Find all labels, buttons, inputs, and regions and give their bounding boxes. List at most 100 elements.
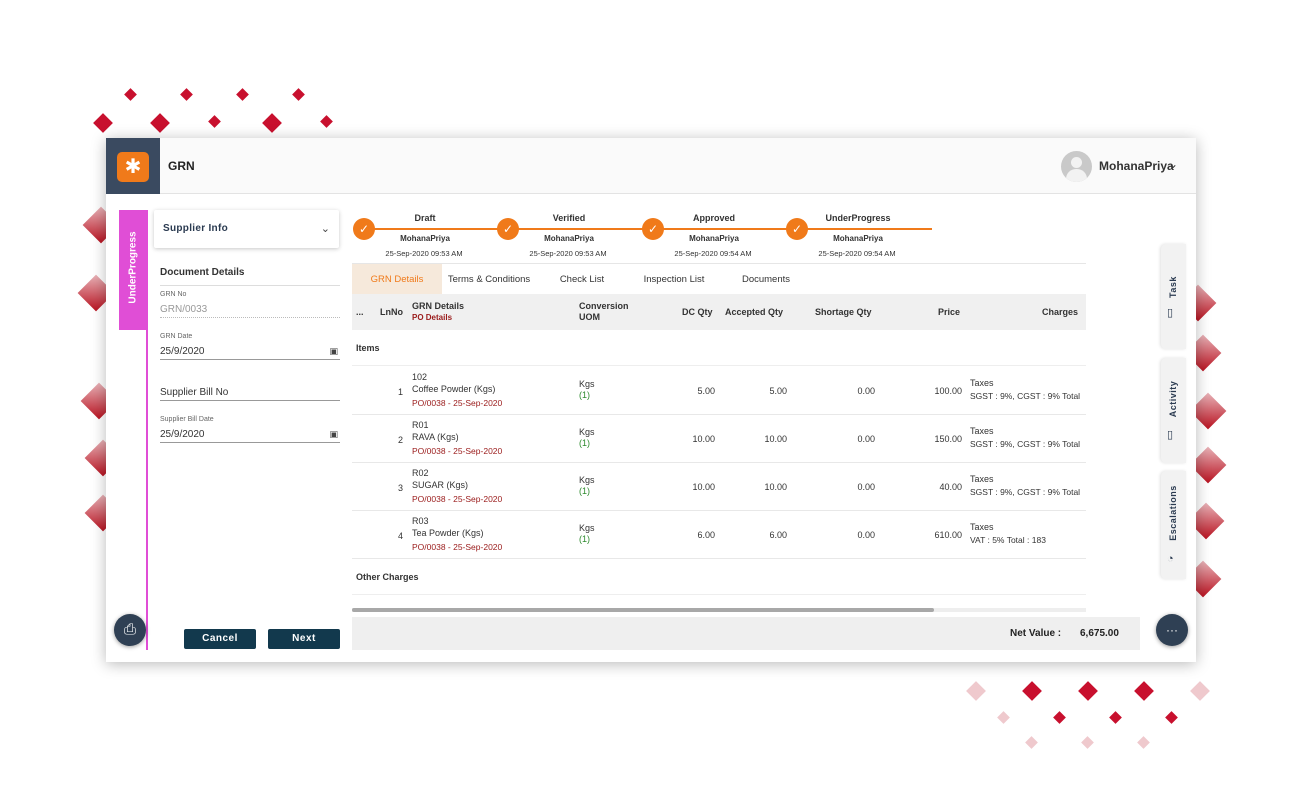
table-row[interactable]: 1 102 Coffee Powder (Kgs) PO/0038 - 25-S… — [352, 367, 1086, 415]
supplier-bill-date-value: 25/9/2020 — [160, 429, 205, 440]
dc-qty-column-header: DC Qty — [682, 307, 713, 317]
chevron-down-icon[interactable]: ⌄ — [320, 223, 330, 235]
step-draft-time: 25-Sep-2020 09:53 AM — [385, 249, 463, 258]
row-price: 40.00 — [939, 482, 962, 492]
tab-check-list[interactable]: Check List — [559, 274, 605, 285]
row-po-details[interactable]: PO/0038 - 25-Sep-2020 — [412, 446, 503, 456]
row-charges-title: Taxes — [970, 426, 994, 436]
side-tab-activity[interactable]: Activity ▯ — [1161, 358, 1186, 463]
more-column-header[interactable]: ... — [356, 307, 364, 317]
step-underprogress-check-icon: ✓ — [786, 218, 808, 240]
step-approved-check-icon: ✓ — [642, 218, 664, 240]
row-charges-detail: SGST : 9%, CGST : 9% Total — [970, 391, 1081, 401]
calendar-icon[interactable]: ▣ — [329, 429, 338, 439]
avatar[interactable] — [1061, 151, 1092, 182]
next-button[interactable]: Next — [268, 629, 340, 649]
scrollbar-thumb[interactable] — [352, 608, 934, 612]
grn-date-label: GRN Date — [160, 333, 193, 340]
step-verified-check-icon: ✓ — [497, 218, 519, 240]
step-approved-user: MohanaPriya — [689, 234, 739, 243]
step-verified-user: MohanaPriya — [544, 234, 594, 243]
table-row[interactable]: 4 R03 Tea Powder (Kgs) PO/0038 - 25-Sep-… — [352, 511, 1086, 559]
row-conversion: (1) — [579, 438, 590, 448]
row-shortage-qty: 0.00 — [857, 386, 875, 396]
row-charges-detail: SGST : 9%, CGST : 9% Total — [970, 487, 1081, 497]
step-approved-time: 25-Sep-2020 09:54 AM — [674, 249, 752, 258]
row-uom: Kgs — [579, 475, 595, 485]
table-row[interactable]: 3 R02 SUGAR (Kgs) PO/0038 - 25-Sep-2020 … — [352, 463, 1086, 511]
row-lnno: 3 — [398, 483, 404, 493]
row-po-details[interactable]: PO/0038 - 25-Sep-2020 — [412, 542, 503, 552]
side-tab-escalations[interactable]: Escalations ◔ — [1161, 471, 1186, 579]
tab-terms-conditions[interactable]: Terms & Conditions — [447, 274, 531, 285]
row-accepted-qty: 10.00 — [764, 482, 787, 492]
table-row[interactable]: 2 R01 RAVA (Kgs) PO/0038 - 25-Sep-2020 K… — [352, 415, 1086, 463]
step-verified-name: Verified — [552, 213, 586, 223]
uom-column-header: UOM — [579, 312, 600, 322]
row-item-name: Tea Powder (Kgs) — [412, 528, 484, 538]
step-draft-check-icon: ✓ — [353, 218, 375, 240]
row-uom: Kgs — [579, 523, 595, 533]
tab-documents[interactable]: Documents — [741, 274, 791, 285]
tab-grn-details[interactable]: GRN Details — [352, 264, 442, 295]
side-tab-activity-label: Activity — [1168, 380, 1178, 418]
po-details-column-header: PO Details — [412, 313, 453, 322]
chevron-down-icon[interactable]: ⌄ — [1168, 157, 1179, 171]
calendar-icon[interactable]: ▣ — [329, 346, 338, 356]
grn-no-value: GRN/0033 — [160, 304, 208, 315]
step-underprogress-user: MohanaPriya — [833, 234, 883, 243]
net-value-amount: 6,675.00 — [1080, 628, 1119, 639]
grn-items-table: ... LnNo GRN Details PO Details Conversi… — [352, 294, 1086, 614]
row-conversion: (1) — [579, 486, 590, 496]
user-name[interactable]: MohanaPriya — [1099, 159, 1174, 173]
step-draft-user: MohanaPriya — [400, 234, 450, 243]
row-charges-title: Taxes — [970, 474, 994, 484]
divider — [160, 285, 340, 286]
row-uom: Kgs — [579, 379, 595, 389]
row-lnno: 2 — [398, 435, 404, 445]
logo-box[interactable]: ✱ — [106, 138, 160, 194]
supplier-info-accordion[interactable]: Supplier Info ⌄ — [154, 210, 339, 248]
row-dc-qty: 5.00 — [697, 386, 715, 396]
table-header: ... LnNo GRN Details PO Details Conversi… — [352, 294, 1086, 330]
supplier-bill-date-label: Supplier Bill Date — [160, 416, 214, 423]
step-approved-name: Approved — [692, 213, 735, 223]
tab-inspection-list[interactable]: Inspection List — [643, 274, 705, 285]
conversion-column-header: Conversion — [579, 301, 629, 311]
supplier-bill-no-field[interactable]: Supplier Bill No — [160, 387, 340, 401]
other-charges-group-row: Other Charges — [352, 559, 1086, 595]
net-value-label: Net Value : — [1010, 628, 1062, 639]
grn-no-label: GRN No — [160, 291, 187, 298]
chat-icon[interactable]: ··· — [1156, 614, 1188, 646]
row-price: 100.00 — [934, 386, 962, 396]
row-accepted-qty: 5.00 — [769, 386, 787, 396]
row-dc-qty: 10.00 — [692, 482, 715, 492]
supplier-bill-no-placeholder: Supplier Bill No — [160, 387, 229, 398]
row-lnno: 1 — [398, 387, 404, 397]
row-item-name: SUGAR (Kgs) — [412, 480, 469, 490]
row-dc-qty: 10.00 — [692, 434, 715, 444]
status-label: UnderProgress — [127, 231, 139, 304]
side-tab-task[interactable]: Task ▯ — [1161, 244, 1186, 349]
row-charges-detail: VAT : 5% Total : 183 — [970, 535, 1046, 545]
row-conversion: (1) — [579, 390, 590, 400]
lnno-column-header: LnNo — [380, 307, 403, 317]
other-charges-label: Other Charges — [356, 572, 419, 582]
grn-no-field: GRN/0033 — [160, 304, 340, 318]
grn-details-column-header: GRN Details — [412, 301, 465, 311]
side-tab-escalations-label: Escalations — [1168, 485, 1178, 541]
cancel-button[interactable]: Cancel — [184, 629, 256, 649]
grn-date-field[interactable]: 25/9/2020 ▣ — [160, 346, 340, 360]
supplier-bill-date-field[interactable]: 25/9/2020 ▣ — [160, 429, 340, 443]
row-price: 610.00 — [934, 530, 962, 540]
print-icon[interactable]: ⎙ — [114, 614, 146, 646]
horizontal-scrollbar[interactable] — [352, 608, 1086, 612]
row-shortage-qty: 0.00 — [857, 482, 875, 492]
tab-bar: GRN Details Terms & Conditions Check Lis… — [352, 263, 1086, 295]
row-po-details[interactable]: PO/0038 - 25-Sep-2020 — [412, 398, 503, 408]
accepted-qty-column-header: Accepted Qty — [725, 307, 784, 317]
row-po-details[interactable]: PO/0038 - 25-Sep-2020 — [412, 494, 503, 504]
row-shortage-qty: 0.00 — [857, 530, 875, 540]
task-icon: ▯ — [1167, 307, 1174, 319]
status-ribbon: UnderProgress — [119, 210, 148, 330]
